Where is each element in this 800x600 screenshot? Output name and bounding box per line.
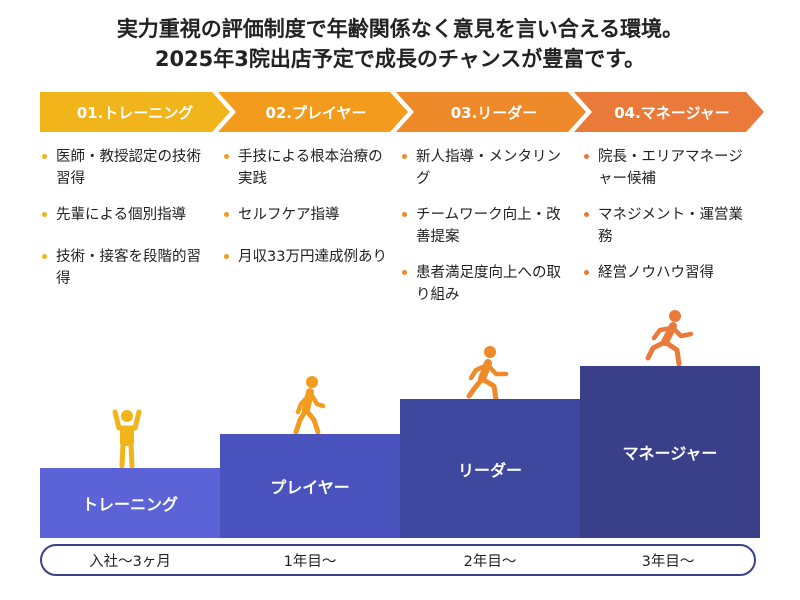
bullet-item: セルフケア指導 [222, 204, 394, 226]
bullet-item: 患者満足度向上への取り組み [400, 262, 572, 306]
bullet-dot-icon [584, 270, 589, 275]
person-arms-up-icon [112, 409, 142, 469]
player-bullet-list: 手技による根本治療の実践 セルフケア指導 月収33万円達成例あり [222, 146, 394, 282]
bullet-item: マネジメント・運営業務 [582, 204, 754, 248]
bullet-dot-icon [402, 270, 407, 275]
person-walking-icon [293, 376, 326, 435]
bullet-dot-icon [42, 254, 47, 259]
bullet-item: 医師・教授認定の技術習得 [40, 146, 212, 190]
bullet-dot-icon [402, 212, 407, 217]
step-leader: リーダー [400, 399, 580, 538]
bullet-dot-icon [224, 154, 229, 159]
bullet-dot-icon [584, 154, 589, 159]
timeline-label-player: 1年目〜 [283, 553, 337, 570]
stage-arrow-manager: 04.マネージャー [574, 92, 764, 132]
bullet-dot-icon [224, 212, 229, 217]
bullet-dot-icon [224, 254, 229, 259]
timeline-bar: 入社〜3ヶ月 1年目〜 2年目〜 3年目〜 [40, 544, 756, 576]
bullet-item: 経営ノウハウ習得 [582, 262, 754, 284]
stage-arrow-training: 01.トレーニング [40, 92, 230, 132]
heading-line-2: 2025年3院出店予定で成長のチャンスが豊富です。 [154, 47, 646, 71]
bullet-item: 手技による根本治療の実践 [222, 146, 394, 190]
bullet-dot-icon [584, 212, 589, 217]
stage-arrow-leader: 03.リーダー [396, 92, 586, 132]
timeline-label-manager: 3年目〜 [641, 553, 695, 570]
bullet-item: 先輩による個別指導 [40, 204, 212, 226]
stage-arrows: 01.トレーニング 02.プレイヤー 03.リーダー 04.マネージャー [40, 92, 764, 132]
step-manager: マネージャー [580, 366, 760, 538]
training-bullet-list: 医師・教授認定の技術習得 先輩による個別指導 技術・接客を段階的習得 [40, 146, 212, 304]
timeline-label-leader: 2年目〜 [463, 553, 517, 570]
bullet-item: 技術・接客を段階的習得 [40, 246, 212, 290]
heading-line-1: 実力重視の評価制度で年齢関係なく意見を言い合える環境。 [116, 17, 684, 41]
bullet-item: 月収33万円達成例あり [222, 246, 394, 268]
bullet-item: 院長・エリアマネージャー候補 [582, 146, 754, 190]
person-sprinting-icon [645, 310, 694, 366]
manager-bullet-list: 院長・エリアマネージャー候補 マネジメント・運営業務 経営ノウハウ習得 [582, 146, 754, 298]
bullet-dot-icon [402, 154, 407, 159]
timeline-label-training: 入社〜3ヶ月 [89, 553, 171, 570]
step-training: トレーニング [40, 468, 220, 538]
stage-arrow-player: 02.プレイヤー [218, 92, 408, 132]
leader-bullet-list: 新人指導・メンタリング チームワーク向上・改善提案 患者満足度向上への取り組み [400, 146, 572, 320]
bullet-dot-icon [42, 154, 47, 159]
bullet-item: チームワーク向上・改善提案 [400, 204, 572, 248]
step-player: プレイヤー [220, 434, 400, 538]
person-running-icon [466, 346, 509, 403]
bullet-dot-icon [42, 212, 47, 217]
bullet-item: 新人指導・メンタリング [400, 146, 572, 190]
page-heading: 実力重視の評価制度で年齢関係なく意見を言い合える環境。 2025年3院出店予定で… [0, 14, 800, 74]
